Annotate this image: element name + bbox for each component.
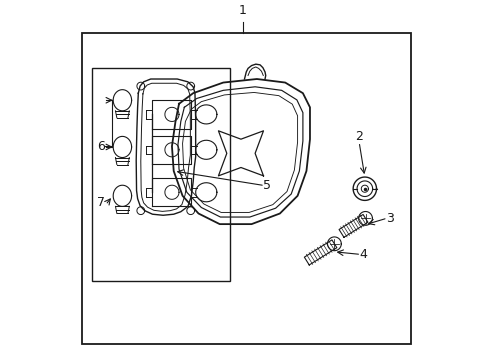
Bar (92, 68, 230, 281)
Text: 4: 4 (359, 248, 366, 261)
Text: 5: 5 (263, 179, 271, 192)
Text: 7: 7 (97, 197, 105, 210)
Text: 2: 2 (355, 130, 363, 143)
Text: 3: 3 (386, 212, 393, 225)
Text: 6: 6 (97, 140, 105, 153)
Text: 1: 1 (238, 4, 246, 17)
Bar (81, 33, 410, 345)
